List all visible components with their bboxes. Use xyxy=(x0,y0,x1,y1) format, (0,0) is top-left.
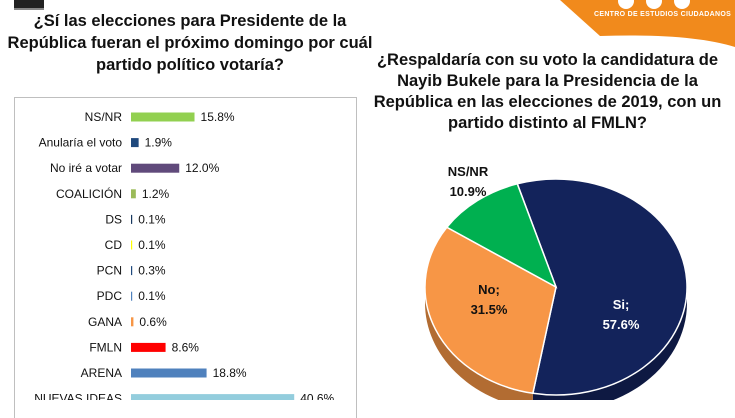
bar-value-label: 8.6% xyxy=(172,340,200,354)
bar xyxy=(131,266,133,276)
bar-category-label: COALICIÓN xyxy=(56,186,122,201)
bar xyxy=(131,240,133,250)
bar-category-label: PCN xyxy=(97,264,122,278)
pie-slice-side xyxy=(532,287,687,400)
pie-slice xyxy=(445,182,558,289)
bar-category-label: NS/NR xyxy=(85,110,123,124)
logo-mark xyxy=(14,0,44,10)
bar-category-label: PDC xyxy=(97,289,123,303)
bar xyxy=(131,291,133,301)
pie-slice xyxy=(424,226,557,395)
bar xyxy=(131,394,295,400)
pie-slice-side xyxy=(425,287,533,400)
bar xyxy=(131,368,207,378)
bar-value-label: 1.9% xyxy=(145,136,173,150)
bar-category-label: ARENA xyxy=(81,366,122,380)
bar-chart: NS/NR 15.8% Anularía el voto 1.9% No iré a v… xyxy=(34,110,335,400)
brand-name: CENTRO DE ESTUDIOS CIUDADANOS xyxy=(594,11,732,18)
bar-value-label: 0.3% xyxy=(138,264,166,278)
bar xyxy=(131,317,134,327)
bar-category-label: Anularía el voto xyxy=(39,136,123,150)
bar xyxy=(131,189,136,199)
bar xyxy=(131,214,133,224)
pie-slice-label: No; xyxy=(478,282,500,297)
bar-value-label: 0.6% xyxy=(139,315,167,329)
bar xyxy=(131,163,180,173)
pie-slice-value: 10.9% xyxy=(450,184,487,199)
bar xyxy=(131,112,195,122)
bar-value-label: 0.1% xyxy=(138,238,166,252)
bar-value-label: 0.1% xyxy=(138,212,166,226)
pie-slice-label: NS/NR xyxy=(448,164,489,179)
bar-category-label: CD xyxy=(105,238,123,252)
bar-category-label: NUEVAS IDEAS xyxy=(34,392,122,400)
bar-value-label: 18.8% xyxy=(213,366,247,380)
bar xyxy=(131,138,139,148)
bar-category-label: DS xyxy=(105,212,122,226)
pie-slice-label: Si; xyxy=(613,297,630,312)
logo-icon xyxy=(618,0,690,9)
bar-category-label: FMLN xyxy=(89,340,122,354)
bar-value-label: 12.0% xyxy=(185,161,219,175)
bar-category-label: GANA xyxy=(88,315,122,329)
bar-chart-title: ¿Sí las elecciones para Presidente de la… xyxy=(7,12,373,74)
pie-slice xyxy=(516,178,688,396)
header-banner xyxy=(560,0,735,47)
bar xyxy=(131,342,166,352)
pie-chart-title: ¿Respaldaría con su voto la candidatura … xyxy=(373,51,722,132)
bar-value-label: 1.2% xyxy=(142,187,170,201)
bar-value-label: 40.6% xyxy=(300,392,334,400)
pie-slice-value: 57.6% xyxy=(603,317,640,332)
pie-chart: Si; 57.6% No; 31.5% NS/NR 10.9% xyxy=(424,164,688,400)
pie-slice-value: 31.5% xyxy=(471,302,508,317)
bar-value-label: 15.8% xyxy=(201,110,235,124)
bar-category-label: No iré a votar xyxy=(50,161,122,175)
bar-chart-frame xyxy=(14,97,357,418)
bar-value-label: 0.1% xyxy=(138,289,166,303)
